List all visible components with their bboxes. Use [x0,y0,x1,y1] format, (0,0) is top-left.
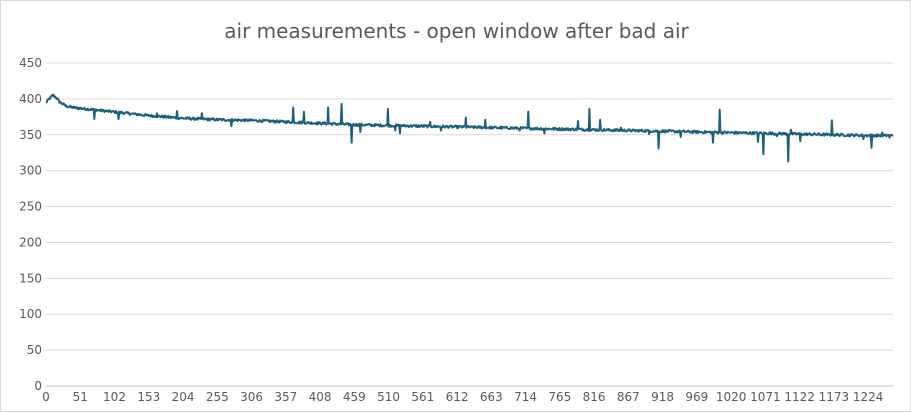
y-tick-label: 0 [34,379,42,393]
x-tick-label: 306 [240,390,263,404]
x-tick-label: 969 [685,390,708,404]
x-tick-label: 714 [514,390,537,404]
x-tick-label: 510 [377,390,400,404]
x-tick-label: 357 [274,390,297,404]
y-tick-label: 450 [19,56,42,70]
x-tick-label: 561 [411,390,434,404]
x-tick-label: 408 [309,390,332,404]
y-tick-label: 50 [27,343,42,357]
series-line [45,93,894,163]
y-tick-label: 300 [19,164,42,178]
series [45,93,894,163]
y-tick-label: 250 [19,200,42,214]
x-tick-label: 918 [651,390,674,404]
x-tick-label: 459 [343,390,366,404]
y-tick-label: 150 [19,271,42,285]
x-tick-label: 102 [103,390,126,404]
y-tick-label: 200 [19,235,42,249]
x-tick-label: 765 [548,390,571,404]
x-tick-label: 612 [446,390,469,404]
y-tick-label: 100 [19,307,42,321]
x-tick-label: 816 [583,390,606,404]
y-tick-label: 350 [19,128,42,142]
x-axis: 0 51 102 153 204 255 306 357 408 459 510 561 612 663 7… [42,390,883,404]
y-tick-label: 400 [19,92,42,106]
y-axis: 0 50 100 150 200 250 300 350 400 450 [19,56,42,393]
x-tick-label: 1173 [819,390,850,404]
x-tick-label: 1122 [784,390,815,404]
x-tick-label: 0 [42,390,50,404]
chart-title: air measurements - open window after bad… [224,19,689,43]
x-tick-label: 255 [206,390,229,404]
x-tick-label: 1020 [716,390,747,404]
x-tick-label: 867 [617,390,640,404]
x-tick-label: 1071 [750,390,781,404]
x-tick-label: 1224 [853,390,884,404]
x-tick-label: 51 [73,390,88,404]
x-tick-label: 153 [137,390,160,404]
gridlines [46,62,893,387]
x-tick-label: 663 [480,390,503,404]
x-tick-label: 204 [172,390,195,404]
